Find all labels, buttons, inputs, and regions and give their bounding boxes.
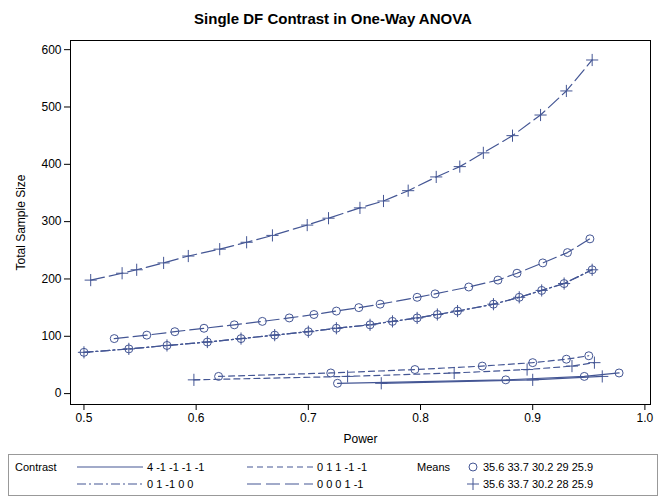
- html-text:Single DF Contrast in One-Way: Single DF Contrast in One-Way ANOVA: [194, 10, 472, 27]
- svg-text:Total Sample Size: Total Sample Size: [14, 174, 28, 270]
- html-text:0 1 1 -1 -1: 0 1 1 -1 -1: [317, 460, 368, 473]
- html-text:0 1 -1 0 0: 0 1 -1 0 0: [147, 477, 194, 490]
- svg-text:0: 0: [55, 386, 62, 400]
- svg-text:1.0: 1.0: [637, 411, 654, 425]
- svg-text:0.6: 0.6: [188, 411, 205, 425]
- html-text:0 0 0 1 -1: 0 0 0 1 -1: [317, 477, 364, 490]
- svg-text:0.5: 0.5: [76, 411, 93, 425]
- html-text:Contrast: Contrast: [15, 460, 57, 473]
- svg-text:400: 400: [41, 157, 61, 171]
- svg-text:0.8: 0.8: [412, 411, 429, 425]
- svg-text:0.7: 0.7: [300, 411, 317, 425]
- svg-text:300: 300: [41, 214, 61, 228]
- html-text:35.6 33.7 30.2 29 25.9: 35.6 33.7 30.2 29 25.9: [483, 460, 594, 473]
- svg-text:500: 500: [41, 100, 61, 114]
- html-text:4 -1 -1 -1 -1: 4 -1 -1 -1 -1: [147, 460, 205, 473]
- svg-text:Power: Power: [343, 432, 377, 446]
- html-text:Means: Means: [417, 460, 450, 473]
- svg-text:100: 100: [41, 329, 61, 343]
- svg-text:0.9: 0.9: [524, 411, 541, 425]
- html-text:35.6 33.7 30.2 28 25.9: 35.6 33.7 30.2 28 25.9: [483, 477, 594, 490]
- svg-text:600: 600: [41, 43, 61, 57]
- svg-text:200: 200: [41, 272, 61, 286]
